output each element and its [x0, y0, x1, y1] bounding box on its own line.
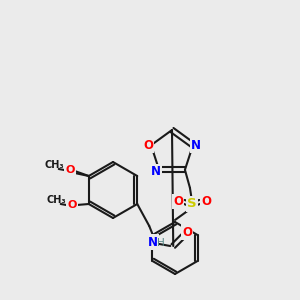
Text: O: O: [67, 200, 76, 210]
Text: N: N: [151, 165, 161, 178]
Text: N: N: [191, 139, 201, 152]
Text: S: S: [187, 197, 197, 210]
Text: N: N: [148, 236, 158, 248]
Text: O: O: [173, 195, 183, 208]
Text: O: O: [201, 195, 211, 208]
Text: O: O: [143, 139, 153, 152]
Text: CH₃: CH₃: [47, 195, 67, 205]
Text: O: O: [182, 226, 192, 238]
Text: H: H: [158, 238, 165, 248]
Text: O: O: [65, 165, 74, 175]
Text: CH₃: CH₃: [45, 160, 64, 170]
